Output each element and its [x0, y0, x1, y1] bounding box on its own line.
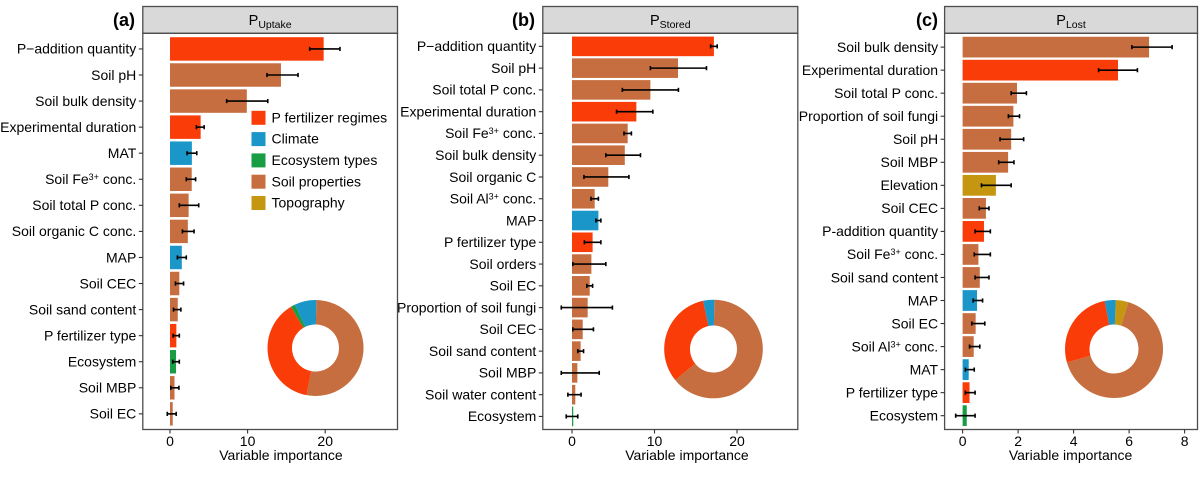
- svg-text:Soil total P conc.: Soil total P conc.: [432, 82, 536, 98]
- svg-text:20: 20: [729, 433, 745, 449]
- svg-text:(c): (c): [916, 10, 938, 30]
- svg-text:2: 2: [1014, 433, 1022, 449]
- svg-text:MAP: MAP: [506, 212, 536, 228]
- svg-text:Soil Al3+ conc.: Soil Al3+ conc.: [852, 338, 939, 354]
- svg-text:Soil sand content: Soil sand content: [429, 343, 537, 359]
- svg-text:P fertilizer type: P fertilizer type: [44, 327, 137, 343]
- svg-text:Soil pH: Soil pH: [91, 67, 136, 83]
- svg-text:Soil pH: Soil pH: [893, 131, 938, 147]
- svg-text:Ecosystem: Ecosystem: [468, 408, 536, 424]
- svg-text:Soil Fe3+ conc.: Soil Fe3+ conc.: [45, 171, 136, 187]
- svg-text:Soil EC: Soil EC: [90, 406, 137, 422]
- svg-text:Variable importance: Variable importance: [219, 447, 343, 463]
- svg-text:Soil total P conc.: Soil total P conc.: [32, 197, 136, 213]
- svg-text:P−addition quantity: P−addition quantity: [17, 41, 136, 57]
- svg-text:Soil total P conc.: Soil total P conc.: [834, 85, 938, 101]
- svg-text:P fertilizer type: P fertilizer type: [846, 384, 939, 400]
- svg-text:0: 0: [568, 433, 576, 449]
- svg-text:Soil water content: Soil water content: [425, 386, 536, 402]
- svg-text:10: 10: [647, 433, 663, 449]
- svg-text:P−addition quantity: P−addition quantity: [417, 38, 536, 54]
- svg-text:Climate: Climate: [272, 131, 320, 147]
- svg-text:Soil bulk density: Soil bulk density: [35, 93, 136, 109]
- svg-text:Soil pH: Soil pH: [491, 60, 536, 76]
- svg-text:Soil sand content: Soil sand content: [29, 301, 137, 317]
- svg-text:MAP: MAP: [106, 249, 136, 265]
- svg-text:6: 6: [1125, 433, 1133, 449]
- svg-text:(a): (a): [113, 10, 135, 30]
- svg-text:Soil EC: Soil EC: [891, 315, 938, 331]
- svg-text:Experimental duration: Experimental duration: [0, 119, 136, 135]
- svg-text:4: 4: [1070, 433, 1078, 449]
- svg-text:Soil CEC: Soil CEC: [80, 275, 137, 291]
- svg-text:P-addition quantity: P-addition quantity: [822, 223, 938, 239]
- svg-text:MAT: MAT: [108, 145, 137, 161]
- svg-text:P fertilizer regimes: P fertilizer regimes: [272, 109, 388, 125]
- svg-text:Soil sand content: Soil sand content: [831, 269, 939, 285]
- svg-text:Soil Al3+ conc.: Soil Al3+ conc.: [450, 191, 537, 207]
- svg-text:Proportion of soil fungi: Proportion of soil fungi: [397, 299, 536, 315]
- svg-text:Soil bulk density: Soil bulk density: [837, 39, 938, 55]
- svg-text:Elevation: Elevation: [881, 177, 939, 193]
- svg-text:Variable importance: Variable importance: [1009, 447, 1133, 463]
- svg-text:Soil CEC: Soil CEC: [881, 200, 938, 216]
- svg-text:Soil Fe3+ conc.: Soil Fe3+ conc.: [847, 246, 938, 262]
- svg-text:Soil orders: Soil orders: [469, 256, 536, 272]
- svg-text:0: 0: [166, 433, 174, 449]
- svg-text:Soil CEC: Soil CEC: [480, 321, 537, 337]
- svg-text:Experimental duration: Experimental duration: [400, 103, 536, 119]
- svg-text:8: 8: [1181, 433, 1189, 449]
- svg-text:Soil organic C: Soil organic C: [449, 169, 536, 185]
- svg-text:0: 0: [959, 433, 967, 449]
- svg-text:Topography: Topography: [272, 195, 345, 211]
- svg-text:P fertilizer type: P fertilizer type: [444, 234, 537, 250]
- svg-text:Ecosystem: Ecosystem: [68, 354, 136, 370]
- svg-text:Variable importance: Variable importance: [625, 447, 749, 463]
- svg-text:Soil Fe3+ conc.: Soil Fe3+ conc.: [445, 125, 536, 141]
- svg-text:Ecosystem types: Ecosystem types: [272, 152, 378, 168]
- svg-text:MAP: MAP: [908, 292, 938, 308]
- svg-text:20: 20: [317, 433, 333, 449]
- svg-text:Ecosystem: Ecosystem: [870, 407, 938, 423]
- svg-text:(b): (b): [512, 10, 535, 30]
- svg-text:Experimental duration: Experimental duration: [802, 62, 938, 78]
- svg-text:MAT: MAT: [910, 361, 939, 377]
- svg-text:Soil bulk density: Soil bulk density: [435, 147, 536, 163]
- svg-text:Soil EC: Soil EC: [490, 278, 537, 294]
- svg-text:Soil MBP: Soil MBP: [881, 154, 939, 170]
- svg-text:10: 10: [240, 433, 256, 449]
- svg-text:Proportion of soil fungi: Proportion of soil fungi: [799, 108, 938, 124]
- svg-text:Soil properties: Soil properties: [272, 173, 362, 189]
- svg-text:Soil MBP: Soil MBP: [479, 365, 537, 381]
- svg-text:Soil organic C conc.: Soil organic C conc.: [12, 223, 137, 239]
- svg-text:Soil MBP: Soil MBP: [79, 380, 137, 396]
